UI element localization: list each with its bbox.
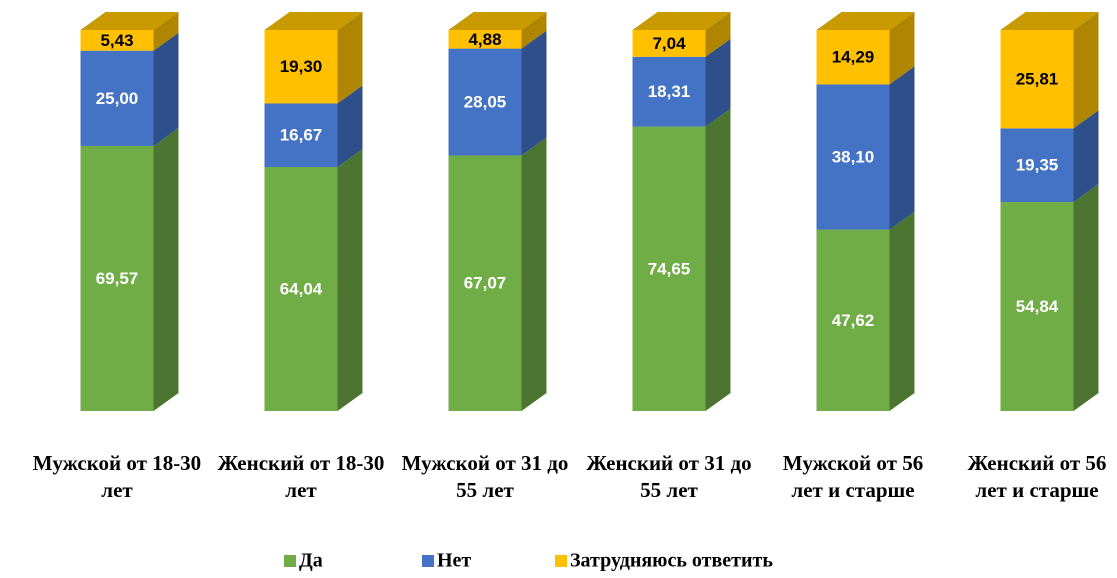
bar-side xyxy=(521,30,547,156)
data-label: 16,67 xyxy=(280,126,323,145)
bar-top xyxy=(632,12,731,30)
bar-side xyxy=(153,32,179,146)
data-label: 69,57 xyxy=(96,269,139,288)
legend-swatch xyxy=(422,555,434,567)
bar-side xyxy=(337,85,363,168)
x-tick-label: Женский от 56 лет и старше xyxy=(967,451,1107,502)
data-label: 74,65 xyxy=(648,259,691,278)
bar-side xyxy=(705,38,731,127)
data-label: 19,30 xyxy=(280,57,323,76)
data-label: 7,04 xyxy=(652,34,686,53)
bar-side xyxy=(337,149,363,411)
bar-segment xyxy=(264,29,338,104)
data-label: 18,31 xyxy=(648,82,691,101)
data-label: 67,07 xyxy=(464,274,507,293)
bar-top xyxy=(816,11,915,30)
bar-segment xyxy=(632,30,706,57)
data-label: 14,29 xyxy=(832,48,875,67)
data-label: 47,62 xyxy=(832,311,875,330)
bar-segment xyxy=(264,103,338,168)
bar-top xyxy=(448,12,547,30)
x-tick-label: Женский от 31 до 55 лет xyxy=(586,451,752,502)
legend-swatch xyxy=(555,555,567,567)
bar-segment xyxy=(1000,128,1074,203)
bar-segment xyxy=(448,155,522,411)
bar-top xyxy=(80,12,179,30)
bar-segment xyxy=(448,30,522,49)
bar-segment xyxy=(816,229,890,411)
legend-label: Затрудняюсь ответить xyxy=(570,550,773,572)
bar-side xyxy=(889,211,915,411)
data-label: 54,84 xyxy=(1016,297,1059,316)
bar-side xyxy=(521,137,547,411)
bar-segment xyxy=(816,29,890,85)
bar-segment xyxy=(80,145,154,411)
bar-side xyxy=(1073,184,1099,411)
bar-side xyxy=(705,12,731,57)
bar-segment xyxy=(816,84,890,230)
legend-label: Нет xyxy=(437,550,471,572)
data-label: 38,10 xyxy=(832,147,875,166)
bar-segment xyxy=(1000,202,1074,411)
data-label: 5,43 xyxy=(100,31,133,50)
data-label: 28,05 xyxy=(464,93,507,112)
bar-side xyxy=(705,108,731,412)
bar-segment xyxy=(448,48,522,156)
bar-segment xyxy=(1000,30,1074,129)
bar-segment xyxy=(632,126,706,411)
data-label: 19,35 xyxy=(1016,156,1059,175)
bar-segment xyxy=(632,56,706,127)
bar-segment xyxy=(80,30,154,51)
data-label: 25,00 xyxy=(96,89,139,108)
legend-label: Да xyxy=(299,550,323,572)
bar-side xyxy=(889,11,915,85)
data-label: 64,04 xyxy=(280,279,323,298)
x-tick-label: Мужской от 18-30 лет xyxy=(32,451,202,502)
bar-side xyxy=(153,127,179,412)
bar-side xyxy=(153,12,179,51)
bar-side xyxy=(337,11,363,104)
bar-top xyxy=(264,11,363,30)
bar-segment xyxy=(264,167,338,411)
x-tick-label: Мужской от 31 до 55 лет xyxy=(401,451,569,502)
bar-side xyxy=(889,66,915,230)
data-label: 4,88 xyxy=(468,30,501,49)
bar-side xyxy=(521,12,547,49)
x-tick-label: Мужской от 56 лет и старше xyxy=(782,451,924,502)
bar-side xyxy=(1073,12,1099,129)
x-tick-label: Женский от 18-30 лет xyxy=(217,451,385,502)
bar-segment xyxy=(80,50,154,146)
bar-side xyxy=(1073,110,1099,203)
legend-swatch xyxy=(284,555,296,567)
data-label: 25,81 xyxy=(1016,70,1059,89)
bar-top xyxy=(1000,12,1099,30)
